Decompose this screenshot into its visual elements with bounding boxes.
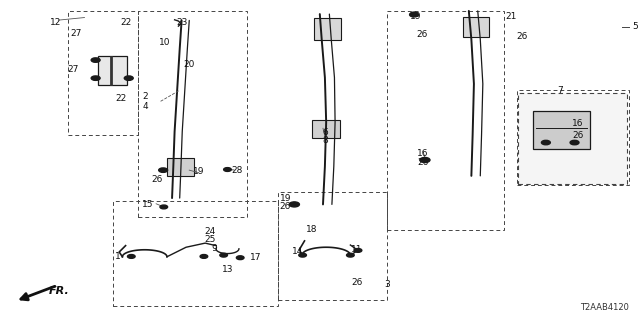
Text: 26: 26 bbox=[417, 158, 429, 167]
Circle shape bbox=[124, 76, 133, 80]
Text: 27: 27 bbox=[70, 28, 81, 38]
Text: 20: 20 bbox=[183, 60, 195, 69]
Circle shape bbox=[159, 168, 168, 172]
FancyBboxPatch shape bbox=[312, 120, 340, 139]
Text: 8: 8 bbox=[322, 136, 328, 145]
Text: 26: 26 bbox=[572, 131, 584, 140]
Text: 22: 22 bbox=[115, 94, 127, 103]
Text: 9: 9 bbox=[212, 244, 218, 253]
Text: 26: 26 bbox=[351, 278, 362, 287]
Text: 25: 25 bbox=[205, 236, 216, 244]
Text: 24: 24 bbox=[205, 227, 216, 236]
Text: 27: 27 bbox=[68, 65, 79, 74]
Text: 11: 11 bbox=[351, 245, 362, 254]
Text: 23: 23 bbox=[176, 18, 188, 27]
Text: 22: 22 bbox=[120, 18, 132, 27]
FancyBboxPatch shape bbox=[167, 158, 194, 177]
FancyBboxPatch shape bbox=[314, 18, 341, 40]
Circle shape bbox=[346, 253, 354, 257]
Text: 2: 2 bbox=[143, 92, 148, 101]
Circle shape bbox=[200, 254, 208, 258]
Text: 10: 10 bbox=[159, 38, 170, 47]
Text: 19: 19 bbox=[193, 167, 205, 176]
Text: 14: 14 bbox=[292, 247, 303, 257]
Text: FR.: FR. bbox=[49, 286, 70, 296]
Circle shape bbox=[354, 249, 362, 252]
Bar bbox=[387, 11, 504, 230]
Circle shape bbox=[420, 157, 430, 163]
Bar bbox=[518, 93, 627, 184]
Circle shape bbox=[91, 58, 100, 62]
Bar bbox=[278, 192, 387, 300]
Text: 19: 19 bbox=[280, 194, 291, 203]
Text: 17: 17 bbox=[250, 253, 262, 262]
Circle shape bbox=[127, 254, 135, 258]
FancyBboxPatch shape bbox=[463, 17, 488, 37]
Text: 12: 12 bbox=[50, 18, 61, 27]
Text: 18: 18 bbox=[307, 225, 318, 234]
Circle shape bbox=[541, 140, 550, 145]
Text: 7: 7 bbox=[557, 86, 563, 95]
Text: 26: 26 bbox=[151, 174, 163, 184]
Circle shape bbox=[160, 205, 168, 209]
Bar bbox=[138, 11, 246, 217]
Circle shape bbox=[289, 202, 300, 207]
Text: 16: 16 bbox=[572, 119, 584, 128]
Bar bbox=[113, 201, 278, 306]
Circle shape bbox=[220, 253, 227, 257]
Text: 6: 6 bbox=[322, 128, 328, 137]
Text: 16: 16 bbox=[417, 148, 429, 157]
Text: 21: 21 bbox=[505, 12, 516, 21]
Text: 13: 13 bbox=[221, 265, 233, 274]
Bar bbox=[517, 90, 628, 185]
Circle shape bbox=[223, 168, 231, 172]
Text: 3: 3 bbox=[384, 280, 390, 289]
Text: 26: 26 bbox=[516, 32, 528, 41]
Text: 19: 19 bbox=[410, 12, 421, 21]
FancyBboxPatch shape bbox=[533, 111, 591, 149]
FancyBboxPatch shape bbox=[98, 56, 127, 85]
Circle shape bbox=[410, 12, 418, 16]
Bar bbox=[68, 11, 138, 135]
Circle shape bbox=[236, 256, 244, 260]
Text: 26: 26 bbox=[280, 203, 291, 212]
Circle shape bbox=[570, 140, 579, 145]
Text: 4: 4 bbox=[143, 102, 148, 111]
Text: 28: 28 bbox=[231, 166, 243, 175]
Text: 15: 15 bbox=[142, 200, 154, 209]
Circle shape bbox=[91, 76, 100, 80]
Text: T2AAB4120: T2AAB4120 bbox=[580, 303, 628, 312]
Text: 1: 1 bbox=[115, 252, 121, 261]
Text: 26: 26 bbox=[416, 30, 428, 39]
Text: 5: 5 bbox=[632, 22, 638, 31]
Circle shape bbox=[299, 253, 307, 257]
Circle shape bbox=[410, 12, 419, 17]
